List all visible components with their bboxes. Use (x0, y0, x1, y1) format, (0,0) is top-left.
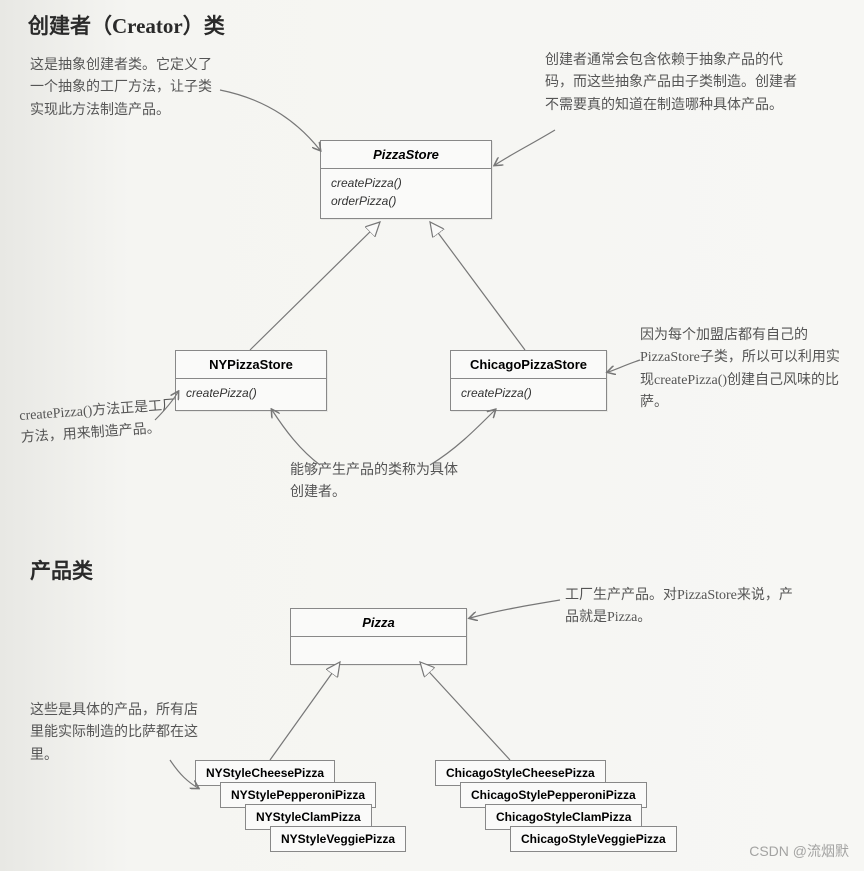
annot-franchise: 因为每个加盟店都有自己的PizzaStore子类，所以可以利用实现createP… (640, 325, 840, 415)
heading-creator: 创建者（Creator）类 (28, 10, 225, 40)
annot-concrete-products: 这些是具体的产品，所有店里能实际制造的比萨都在这里。 (30, 700, 200, 767)
class-pizza: Pizza (290, 608, 467, 665)
class-title: NYPizzaStore (176, 351, 326, 379)
heading-product: 产品类 (30, 555, 93, 585)
watermark: CSDN @流烟默 (749, 841, 849, 861)
method: createPizza() (331, 174, 481, 192)
class-title: Pizza (291, 609, 466, 637)
class-pizzastore: PizzaStore createPizza() orderPizza() (320, 140, 492, 219)
class-methods (291, 637, 466, 664)
annot-concrete-creator: 能够产生产品的类称为具体创建者。 (290, 460, 470, 505)
class-chi-veggie: ChicagoStyleVeggiePizza (510, 826, 677, 852)
class-title: ChicagoPizzaStore (451, 351, 606, 379)
annot-product: 工厂生产产品。对PizzaStore来说，产品就是Pizza。 (565, 585, 795, 630)
class-title: PizzaStore (321, 141, 491, 169)
class-methods: createPizza() orderPizza() (321, 169, 491, 218)
method: createPizza() (461, 384, 596, 402)
annot-factory-method: createPizza()方法正是工厂方法，用来制造产品。 (19, 394, 192, 451)
class-methods: createPizza() (451, 379, 606, 410)
class-ny-veggie: NYStyleVeggiePizza (270, 826, 406, 852)
class-nypizzastore: NYPizzaStore createPizza() (175, 350, 327, 411)
class-chicagopizzastore: ChicagoPizzaStore createPizza() (450, 350, 607, 411)
annot-abstract-creator: 这是抽象创建者类。它定义了一个抽象的工厂方法，让子类实现此方法制造产品。 (30, 55, 220, 122)
method: createPizza() (186, 384, 316, 402)
class-methods: createPizza() (176, 379, 326, 410)
annot-creator-usage: 创建者通常会包含依赖于抽象产品的代码，而这些抽象产品由子类制造。创建者不需要真的… (545, 50, 805, 117)
method: orderPizza() (331, 192, 481, 210)
